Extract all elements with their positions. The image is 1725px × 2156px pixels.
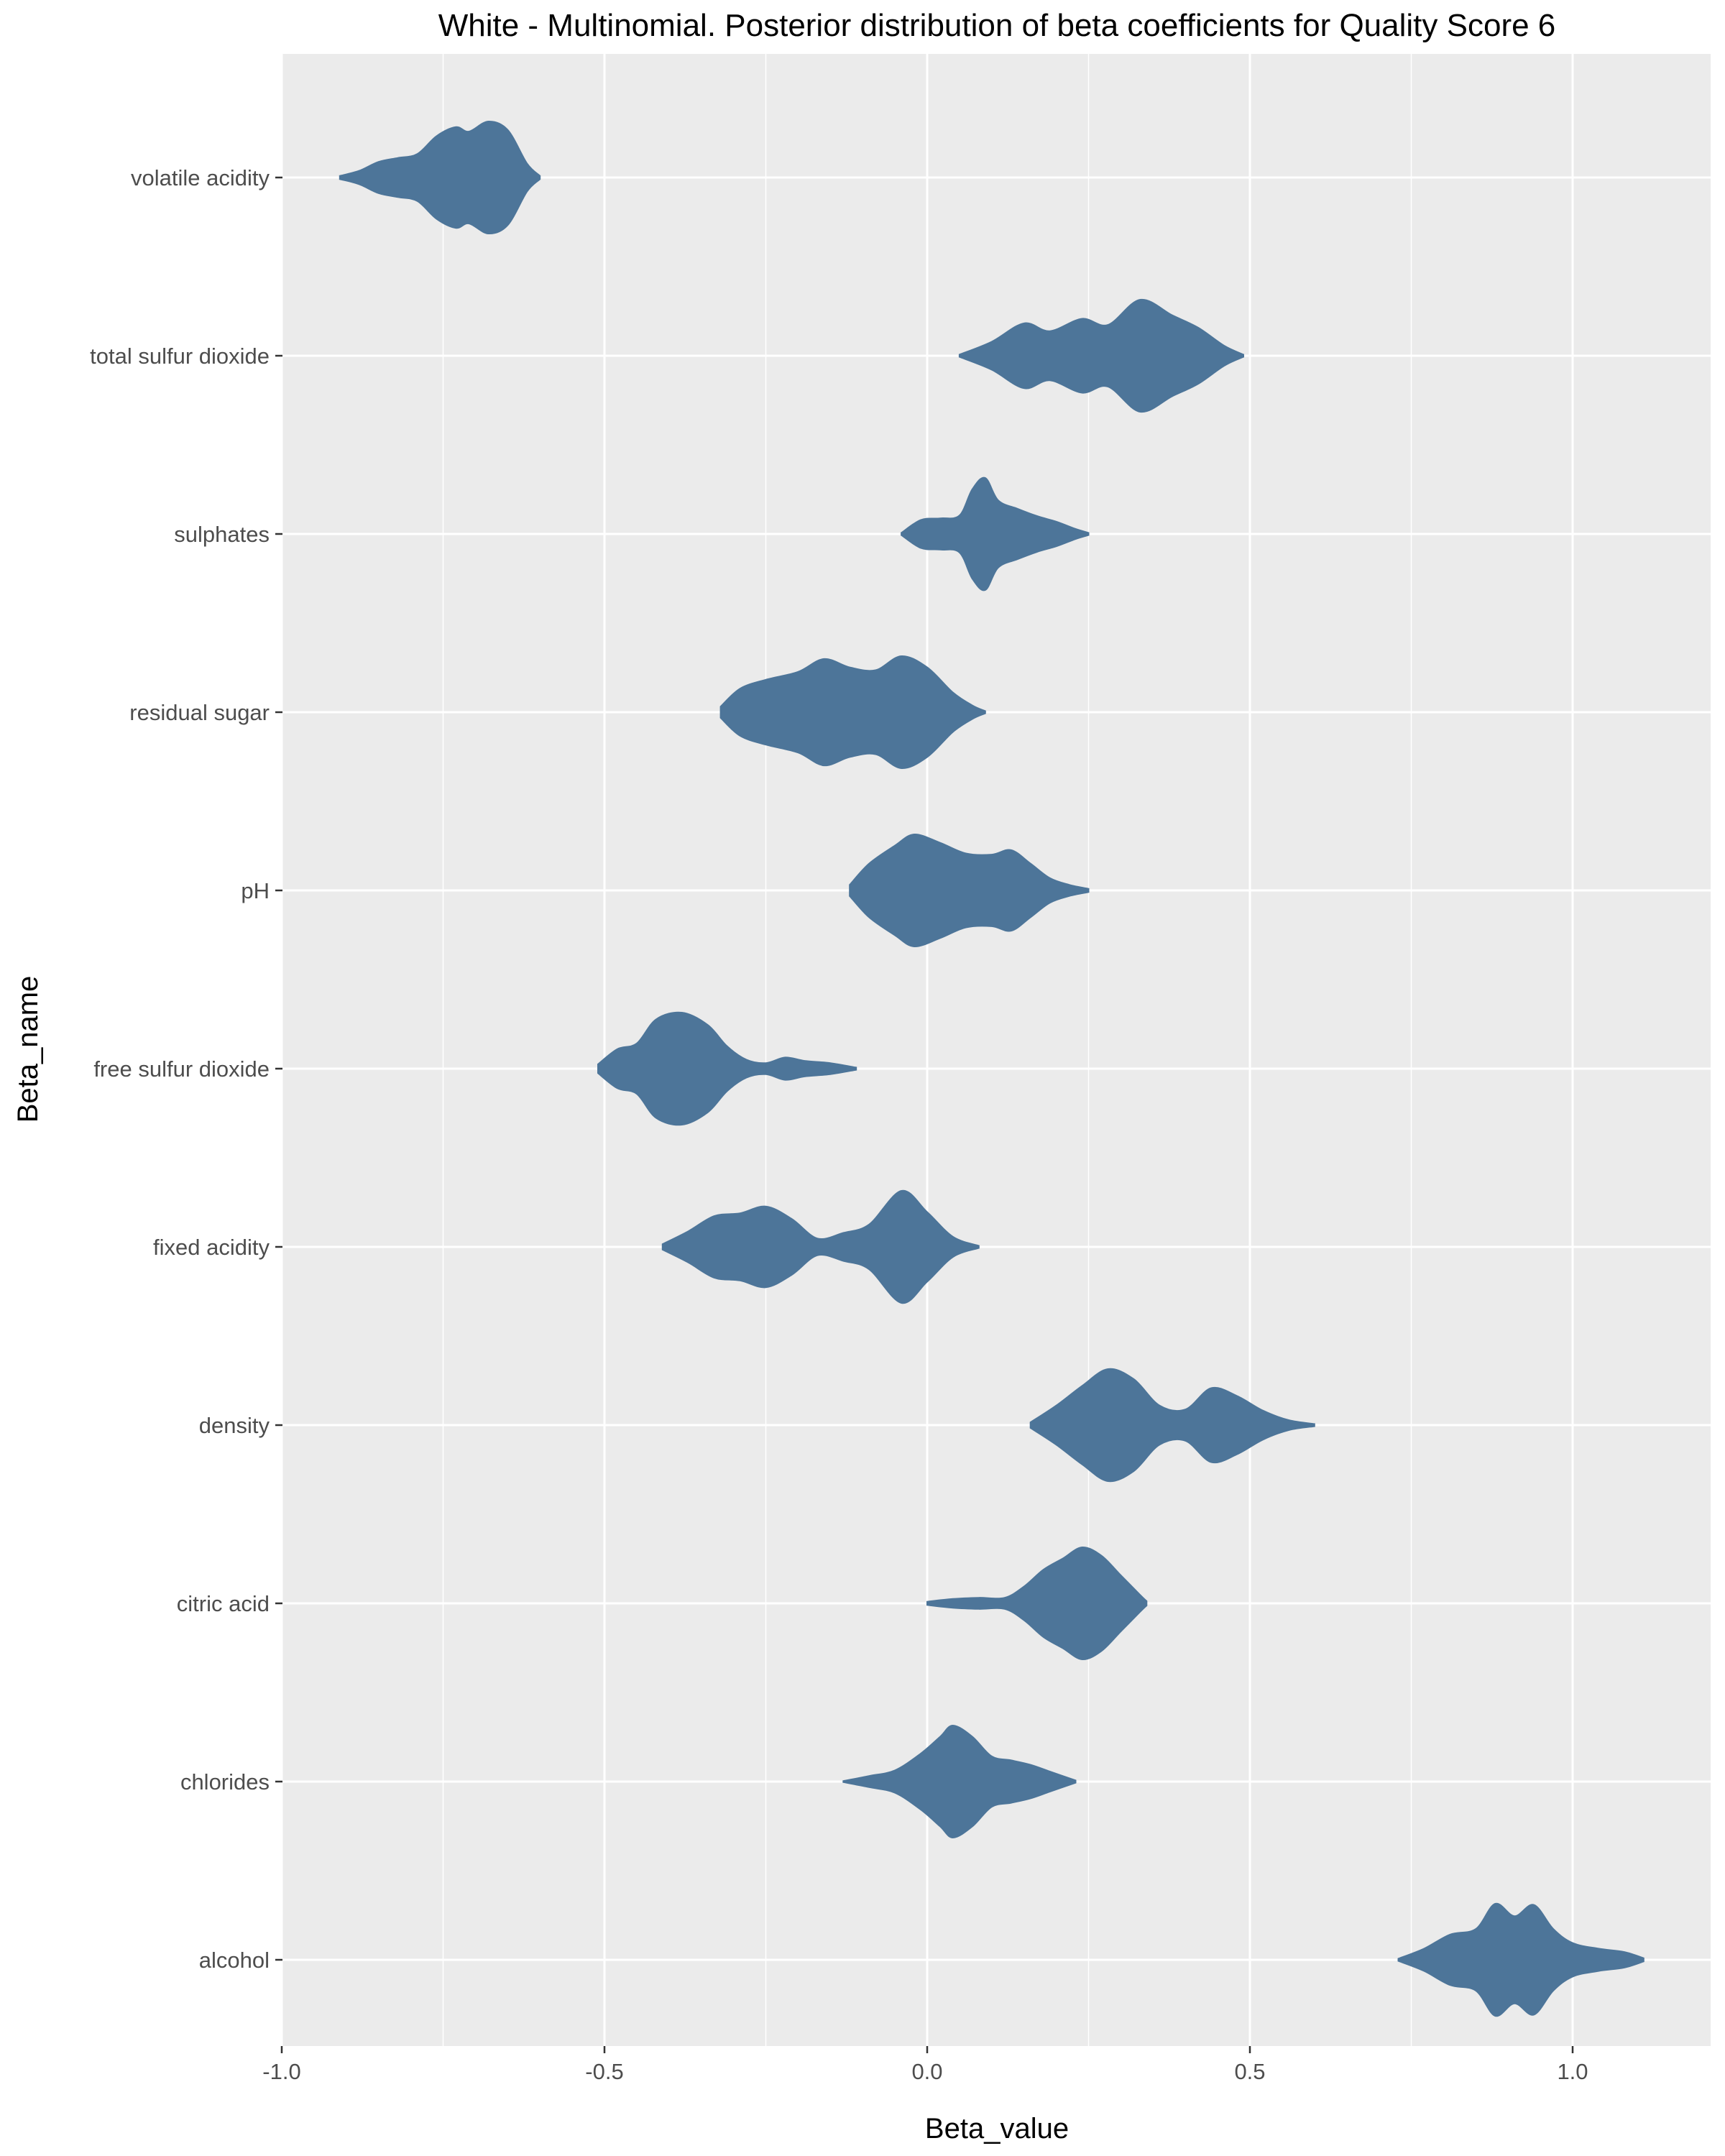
y-tick-label: free sulfur dioxide [93,1056,270,1082]
y-tick-label: citric acid [177,1591,270,1616]
y-tick-label: pH [241,878,270,903]
y-axis-title: Beta_name [12,976,44,1123]
x-tick-label: -1.0 [262,2059,300,2084]
y-tick-label: sulphates [174,522,270,547]
violin-density [1029,1368,1315,1483]
y-tick-label: total sulfur dioxide [90,344,270,369]
violin-ph [849,833,1090,948]
x-tick-label: -0.5 [585,2059,623,2084]
y-tick-label: chlorides [180,1769,270,1795]
x-tick-label: 1.0 [1557,2059,1588,2084]
violin-total-sulfur-dioxide [958,298,1244,413]
x-axis-title: Beta_value [925,2113,1069,2145]
violin-alcohol [1397,1902,1644,2017]
violin-citric-acid [926,1546,1148,1661]
violin-volatile-acidity [339,120,541,235]
violin-sulphates [901,476,1090,591]
x-axis: -1.0 -0.5 0.0 0.5 1.0 [262,2046,1588,2084]
y-tick-label: fixed acidity [153,1235,270,1260]
violin-free-sulfur-dioxide [597,1011,857,1126]
x-tick-label: 0.5 [1234,2059,1265,2084]
chart-title: White - Multinomial. Posterior distribut… [438,8,1556,43]
violin-chlorides [842,1724,1077,1839]
y-tick-label: density [199,1413,270,1438]
violin-residual-sugar [719,655,986,770]
x-tick-label: 0.0 [911,2059,942,2084]
y-tick-label: residual sugar [129,700,270,725]
y-axis: volatile acidity total sulfur dioxide sulp… [90,165,282,1973]
violin-fixed-acidity [661,1189,980,1304]
plot-panel [282,54,1711,2046]
y-tick-label: volatile acidity [131,165,270,190]
y-tick-label: alcohol [199,1948,270,1973]
violins [339,120,1644,2017]
